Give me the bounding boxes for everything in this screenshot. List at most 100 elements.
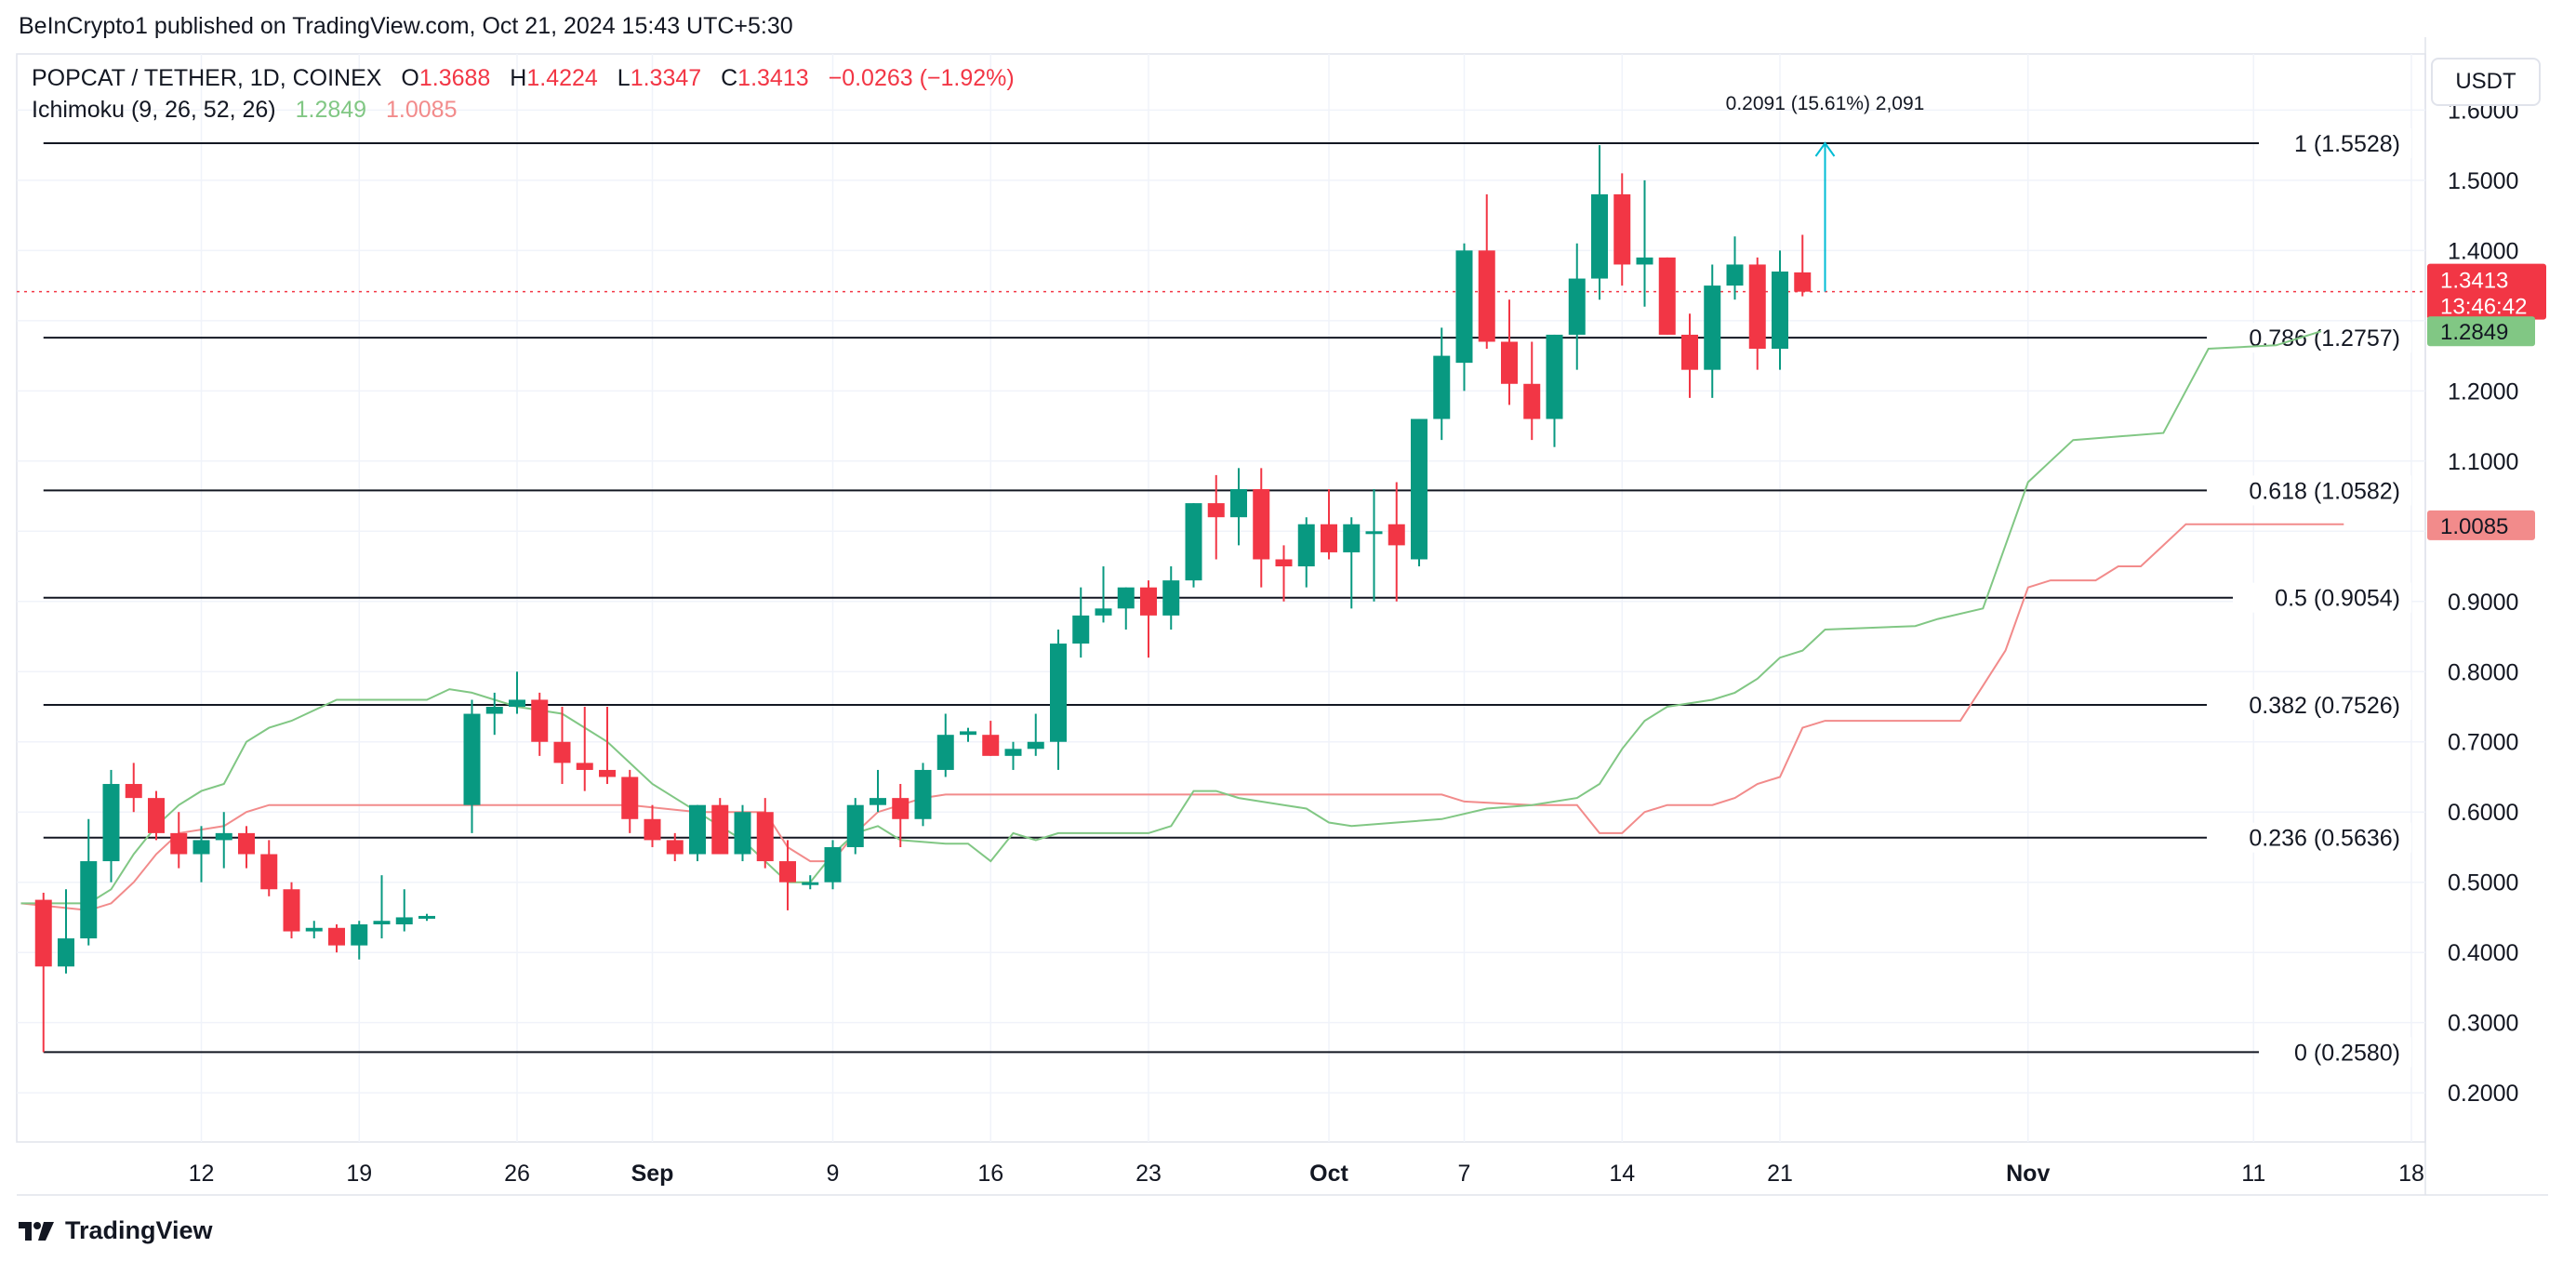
candle-body <box>193 840 210 855</box>
y-tick-label: 0.8000 <box>2448 659 2518 685</box>
high-value: 1.4224 <box>526 65 598 91</box>
candle <box>1478 193 1495 350</box>
fib-level-label: 0 (0.2580) <box>2294 1040 2400 1066</box>
fib-label-bg <box>2259 1037 2411 1068</box>
indicator-price-tag: 1.0085 <box>2427 510 2535 540</box>
close-label: C <box>721 65 738 91</box>
candle-body <box>960 731 976 736</box>
candle <box>1794 234 1812 297</box>
candle-body <box>1050 644 1067 742</box>
fib-level-label: 1 (1.5528) <box>2294 131 2400 157</box>
candle <box>734 804 751 862</box>
indicator-price-tag-label: 1.2849 <box>2440 320 2508 345</box>
x-tick-label: Sep <box>631 1161 674 1187</box>
candle <box>1275 545 1293 602</box>
candle <box>960 727 976 742</box>
indicator-base-value: 1.0085 <box>386 97 458 123</box>
candle-body <box>1321 524 1337 552</box>
candle <box>1207 474 1225 560</box>
candle-body <box>351 924 368 946</box>
candle <box>621 769 639 833</box>
y-tick-label: 1.2000 <box>2448 378 2518 405</box>
open-value: 1.3688 <box>418 65 491 91</box>
indicator-legend[interactable]: Ichimoku (9, 26, 52, 26) 1.2849 1.0085 <box>32 97 457 124</box>
y-tick-label: 0.9000 <box>2448 590 2518 616</box>
publisher-line: BeInCrypto1 published on TradingView.com… <box>19 13 793 39</box>
candle <box>1050 629 1067 770</box>
candle <box>1140 580 1157 658</box>
candle-body <box>1658 257 1676 335</box>
candle-body <box>576 763 593 770</box>
candle <box>892 784 910 847</box>
candle <box>125 763 142 813</box>
brand-name: TradingView <box>65 1216 213 1244</box>
candle-body <box>621 777 639 819</box>
candle-body <box>734 812 751 855</box>
candle <box>170 812 188 869</box>
currency-button[interactable]: USDT <box>2431 58 2541 106</box>
candle <box>34 893 52 1053</box>
candle <box>463 699 481 833</box>
x-tick-label: 26 <box>504 1161 530 1187</box>
change-value: −0.0263 (−1.92%) <box>828 65 1015 91</box>
candle <box>689 804 706 862</box>
candle-body <box>1748 264 1766 350</box>
candle-body <box>1275 559 1293 567</box>
current-price-value: 1.3413 <box>2440 269 2508 294</box>
candle-body <box>802 882 819 885</box>
candle <box>1365 489 1383 602</box>
high-label: H <box>510 65 527 91</box>
candle <box>1658 257 1676 335</box>
measure-arrow-head <box>1814 141 1836 157</box>
x-tick-label: 14 <box>1609 1161 1635 1187</box>
candle <box>1433 327 1451 441</box>
y-tick-label: 1.5000 <box>2448 168 2518 194</box>
candle-body <box>1433 355 1451 419</box>
x-tick-label: Oct <box>1309 1161 1348 1187</box>
candle <box>373 875 391 939</box>
candle <box>260 840 278 896</box>
candle-body <box>395 917 413 924</box>
candle <box>328 924 345 953</box>
candle-body <box>215 832 232 841</box>
candle-body <box>1568 278 1586 335</box>
candle <box>1748 257 1766 370</box>
candle <box>914 763 932 827</box>
candle-body <box>982 735 1000 756</box>
x-tick-label: 19 <box>346 1161 372 1187</box>
indicator-price-tag-bg <box>2427 510 2535 540</box>
candle <box>1185 503 1202 588</box>
x-tick-label: 12 <box>189 1161 215 1187</box>
candle-body <box>125 784 142 799</box>
candle <box>305 921 323 939</box>
candle <box>193 826 210 883</box>
candle-body <box>644 818 661 841</box>
tradingview-logo-icon <box>19 1221 54 1241</box>
low-label: L <box>617 65 631 91</box>
candle-body <box>1794 272 1812 292</box>
symbol-name[interactable]: POPCAT / TETHER, 1D, COINEX <box>32 65 382 91</box>
candle <box>485 692 503 736</box>
candle <box>80 818 98 946</box>
tradingview-brand[interactable]: TradingView <box>19 1216 213 1245</box>
candle <box>1455 243 1473 392</box>
fib-level-label: 0.5 (0.9054) <box>2275 586 2400 612</box>
candle <box>1117 587 1135 630</box>
candle <box>1704 264 1721 398</box>
candle <box>395 889 413 932</box>
candle <box>1343 517 1361 609</box>
y-tick-label: 1.1000 <box>2448 449 2518 475</box>
candle-body <box>1297 524 1315 567</box>
candle-body <box>305 927 323 932</box>
candle-body <box>779 861 796 883</box>
candle <box>1613 173 1631 286</box>
y-tick-label: 0.3000 <box>2448 1011 2518 1037</box>
candle-body <box>1613 193 1631 265</box>
open-label: O <box>401 65 419 91</box>
candle-body <box>1117 587 1135 609</box>
candle <box>283 882 300 939</box>
candle <box>418 913 435 922</box>
candle-body <box>34 899 52 967</box>
indicator-price-tag-label: 1.0085 <box>2440 514 2508 539</box>
